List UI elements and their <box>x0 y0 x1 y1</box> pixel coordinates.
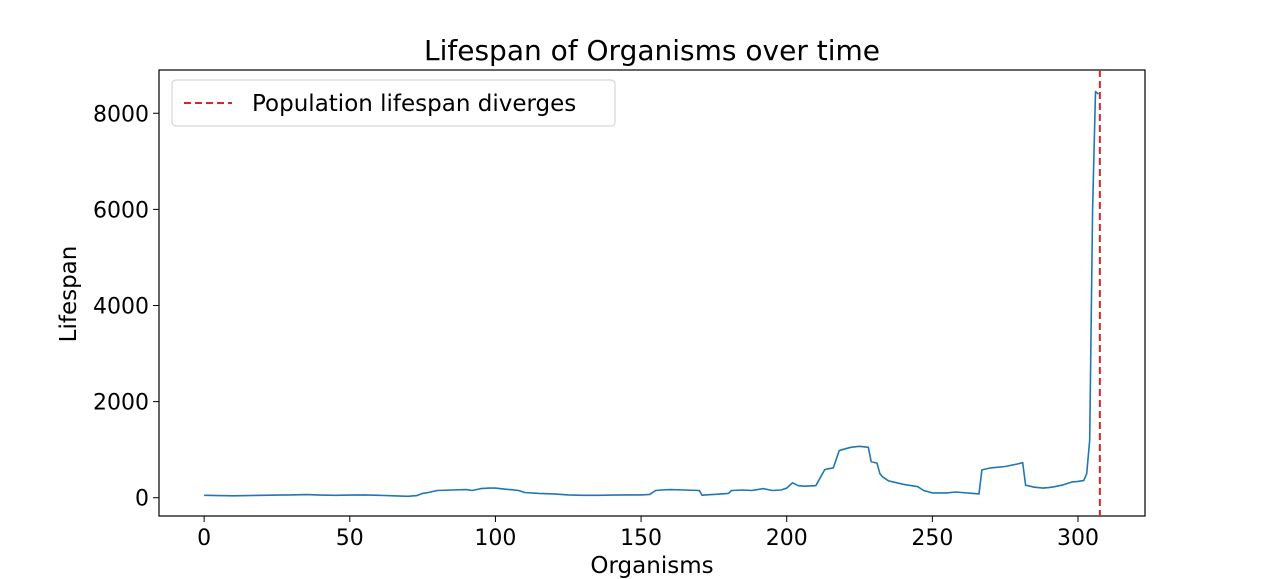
y-axis-label: Lifespan <box>56 246 82 343</box>
y-tick-label: 6000 <box>93 198 149 223</box>
x-tick-label: 250 <box>911 526 953 551</box>
plot-area <box>158 69 1146 517</box>
legend-box <box>171 79 616 127</box>
x-tick-label: 100 <box>474 526 516 551</box>
x-axis-label: Organisms <box>590 553 713 579</box>
chart-title: Lifespan of Organisms over time <box>424 34 880 67</box>
legend: Population lifespan diverges <box>171 79 616 127</box>
x-tick-label: 0 <box>197 526 211 551</box>
plot-content <box>204 70 1101 516</box>
y-tick-label: 8000 <box>93 102 149 127</box>
legend-label-divergence: Population lifespan diverges <box>252 91 576 117</box>
x-tick-label: 50 <box>336 526 364 551</box>
y-tick-label: 0 <box>135 487 149 512</box>
x-tick-label: 300 <box>1057 526 1099 551</box>
x-tick-label: 150 <box>620 526 662 551</box>
series-line <box>204 90 1099 498</box>
y-tick-label: 2000 <box>93 391 149 416</box>
x-axis: 0 50 100 150 200 250 300 <box>197 516 1099 551</box>
x-tick-label: 200 <box>766 526 808 551</box>
y-axis: 0 2000 4000 6000 8000 <box>93 102 159 512</box>
y-tick-label: 4000 <box>93 294 149 319</box>
